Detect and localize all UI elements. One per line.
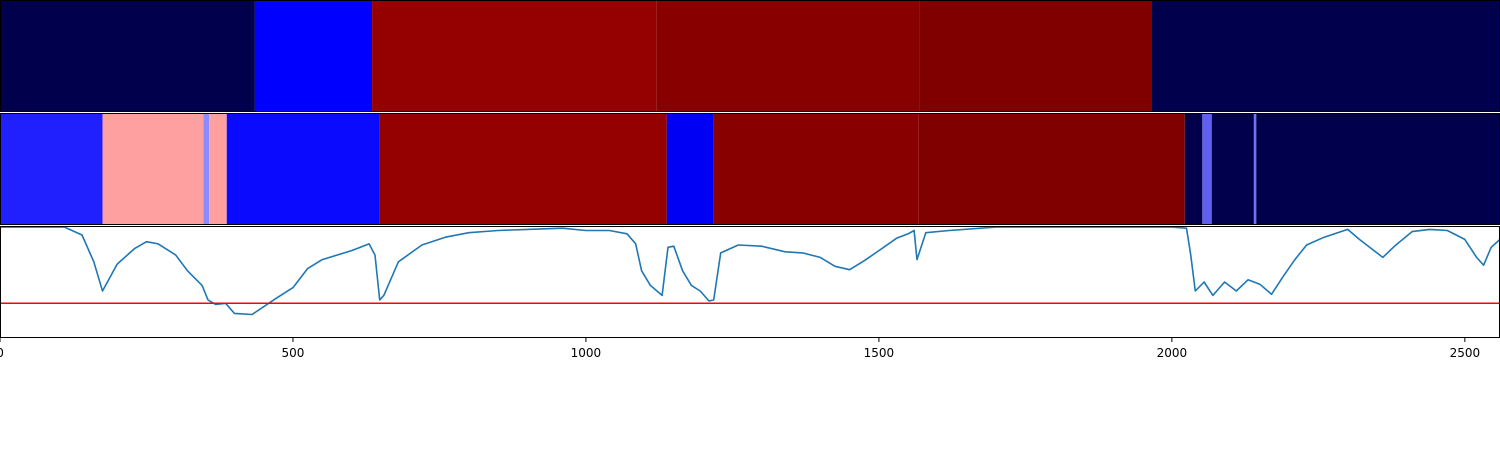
middle-track-segment-12 bbox=[1253, 113, 1257, 225]
line-series-group bbox=[0, 226, 1500, 316]
middle-track-segment-9 bbox=[1184, 113, 1203, 225]
middle-heatmap-track bbox=[0, 113, 1500, 225]
middle-track-segment-10 bbox=[1202, 113, 1212, 225]
middle-track-segment-1 bbox=[102, 113, 204, 225]
middle-track-segment-7 bbox=[713, 113, 919, 225]
x-tick-label-5: 2500 bbox=[1450, 346, 1481, 360]
x-tick-label-2: 1000 bbox=[571, 346, 602, 360]
top-track-segment-5 bbox=[1151, 0, 1500, 112]
middle-track-segment-0 bbox=[0, 113, 103, 225]
top-heatmap-track bbox=[0, 0, 1500, 112]
line-plot-panel bbox=[0, 226, 1500, 338]
middle-track-segment-11 bbox=[1211, 113, 1254, 225]
x-tick-label-4: 2000 bbox=[1157, 346, 1188, 360]
data-line-series-0 bbox=[0, 226, 1500, 316]
middle-track-segment-2 bbox=[203, 113, 210, 225]
top-track-segment-4 bbox=[919, 0, 1152, 112]
middle-track-segment-13 bbox=[1256, 113, 1500, 225]
middle-track-segment-6 bbox=[666, 113, 714, 225]
middle-track-segment-8 bbox=[918, 113, 1185, 225]
top-track-segment-1 bbox=[254, 0, 373, 112]
middle-track-segment-3 bbox=[209, 113, 227, 225]
line-plot-background bbox=[0, 226, 1500, 338]
top-track-segment-3 bbox=[656, 0, 920, 112]
middle-track-segment-5 bbox=[379, 113, 667, 225]
x-tick-label-3: 1500 bbox=[864, 346, 895, 360]
middle-track-segment-4 bbox=[226, 113, 380, 225]
x-tick-label-1: 500 bbox=[282, 346, 305, 360]
top-track-segment-2 bbox=[372, 0, 657, 112]
x-tick-label-0: 0 bbox=[0, 346, 4, 360]
x-axis: 0 500 1000 1500 2000 2500 bbox=[0, 338, 1480, 360]
top-track-segment-0 bbox=[0, 0, 255, 112]
